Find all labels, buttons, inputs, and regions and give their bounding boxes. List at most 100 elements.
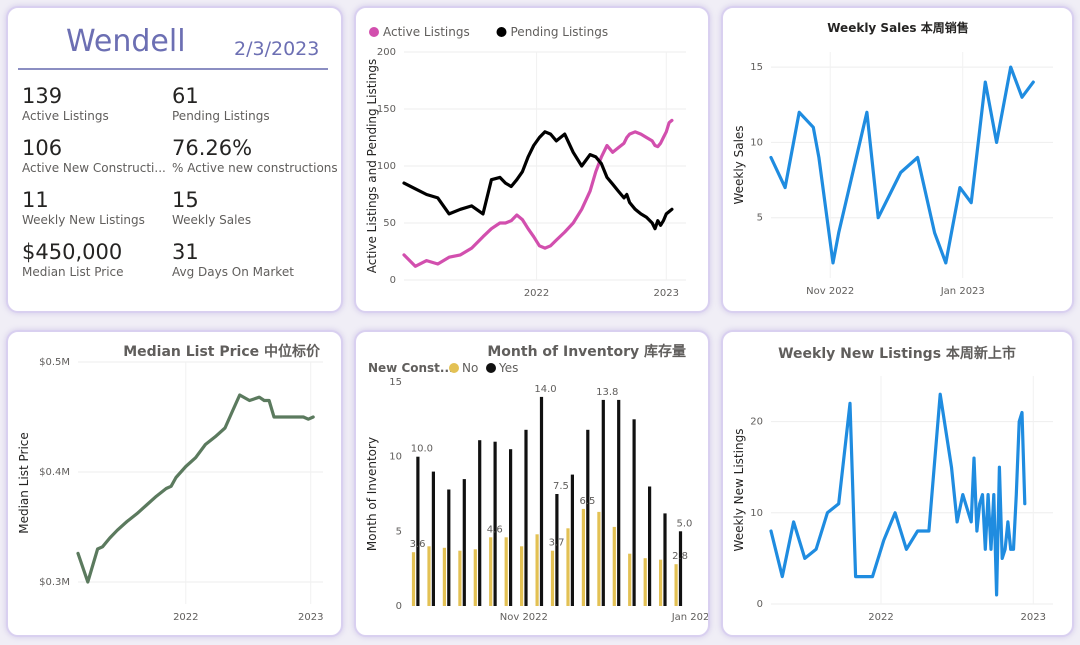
data-label: 2.8 — [672, 551, 688, 562]
data-label: 5.0 — [677, 518, 693, 529]
series-line-active-listings — [402, 118, 674, 268]
y-tick-label: 15 — [389, 377, 402, 388]
data-label: 3.7 — [549, 538, 565, 549]
bar-no — [489, 537, 493, 606]
kpi-value: 106 — [22, 136, 63, 160]
y-tick-label: 10 — [750, 508, 763, 519]
bar-yes — [447, 489, 451, 606]
kpi-pending-listings: 61 Pending Listings — [172, 84, 270, 124]
y-tick-label: 50 — [383, 218, 396, 229]
kpi-label: Weekly Sales — [172, 213, 252, 227]
bar-no — [581, 508, 585, 606]
chart-title: Weekly New Listings 本周新上市 — [778, 345, 1016, 362]
bar-no — [566, 528, 570, 606]
x-tick-label: Jan 2023 — [671, 612, 708, 623]
y-axis-label: Median List Price — [17, 432, 31, 534]
y-axis-label: Month of Inventory — [365, 437, 379, 551]
kpi-card: Wendell 2/3/2023 139 Active Listings 61 … — [6, 6, 343, 313]
kpi-avg-days-on-market: 31 Avg Days On Market — [172, 240, 294, 280]
chart-title: Median List Price 中位标价 — [123, 343, 321, 360]
chart-title: Month of Inventory 库存量 — [487, 343, 686, 360]
weekly-new-listings-chart[interactable]: 0 10 20 2022 2023 Weekly New Listings Weekly N… — [723, 332, 1072, 635]
listings-chart-card[interactable]: 0 50 100 150 200 2022 2023 Active Listings and … — [354, 6, 710, 313]
kpi-value: 11 — [22, 188, 49, 212]
x-tick-label: 2022 — [868, 612, 893, 623]
kpi-active-listings: 139 Active Listings — [22, 84, 109, 124]
y-tick-label: 0 — [390, 275, 396, 286]
kpi-label: Median List Price — [22, 265, 124, 279]
data-label: 7.5 — [553, 481, 569, 492]
bar-no — [427, 546, 431, 606]
bar-yes — [663, 513, 667, 606]
legend-label: Active Listings — [383, 25, 470, 39]
y-axis-label: Weekly New Listings — [732, 429, 746, 552]
kpi-label: Pending Listings — [172, 109, 270, 123]
inventory-chart-card[interactable]: Month of Inventory 库存量 New Const... No Yes 0… — [354, 330, 710, 637]
kpi-median-list-price: $450,000 Median List Price — [22, 240, 124, 280]
series-line-weekly-sales — [769, 65, 1035, 265]
kpi-label: Active New Constructi... — [22, 161, 166, 175]
bar-yes — [431, 471, 435, 606]
bar-no — [659, 559, 663, 606]
legend-marker — [496, 27, 507, 37]
legend-marker — [486, 363, 496, 373]
bar-no — [535, 534, 539, 606]
bar-yes — [509, 449, 513, 606]
kpi-weekly-sales: 15 Weekly Sales — [172, 188, 251, 228]
y-tick-label: 5 — [757, 213, 763, 224]
y-tick-label: 150 — [377, 104, 396, 115]
y-axis-label: Weekly Sales — [732, 125, 746, 204]
month-of-inventory-chart[interactable]: Month of Inventory 库存量 New Const... No Yes 0… — [356, 332, 708, 635]
kpi-value: $450,000 — [22, 240, 123, 264]
bar-yes — [632, 419, 636, 606]
bar-yes — [617, 399, 621, 606]
bar-yes — [586, 429, 590, 606]
bar-no — [643, 558, 647, 606]
sales-chart-card[interactable]: 5 10 15 Nov 2022 Jan 2023 Weekly Sales Weekly … — [721, 6, 1074, 313]
y-tick-label: 0 — [757, 599, 763, 610]
report-date: 2/3/2023 — [234, 38, 320, 60]
bar-yes — [539, 396, 544, 606]
weekly-sales-chart[interactable]: 5 10 15 Nov 2022 Jan 2023 Weekly Sales Weekly … — [723, 8, 1072, 311]
y-tick-label: 15 — [750, 62, 763, 73]
y-tick-label: 10 — [750, 137, 763, 148]
legend-label: Yes — [498, 361, 518, 375]
bar-yes — [478, 440, 482, 606]
y-tick-label: $0.5M — [39, 357, 70, 368]
x-tick-label: Jan 2023 — [940, 286, 985, 297]
bar-yes — [493, 441, 497, 606]
bar-yes — [524, 429, 528, 606]
x-tick-label: 2022 — [524, 288, 549, 299]
chart-title: Weekly Sales 本周销售 — [827, 20, 969, 35]
bar-no — [612, 526, 616, 606]
data-label: 6.5 — [579, 496, 595, 507]
x-tick-label: Nov 2022 — [500, 612, 548, 623]
kpi-label: Active Listings — [22, 109, 109, 123]
bar-no — [628, 553, 632, 606]
kpi-value: 31 — [172, 240, 199, 264]
data-label: 14.0 — [534, 384, 556, 395]
kpi-value: 61 — [172, 84, 199, 108]
y-tick-label: 20 — [750, 417, 763, 428]
kpi-value: 76.26% — [172, 136, 253, 160]
listings-chart[interactable]: 0 50 100 150 200 2022 2023 Active Listings and … — [356, 8, 708, 311]
series-line-weekly-new-listings — [769, 392, 1027, 597]
bar-no — [597, 511, 601, 606]
bar-yes — [601, 399, 605, 606]
kpi-label: % Active new constructions — [172, 161, 338, 175]
legend-label: Pending Listings — [511, 25, 609, 39]
bar-yes — [462, 479, 466, 606]
x-tick-label: 2022 — [173, 612, 198, 623]
kpi-pct-active-new-construction: 76.26% % Active new constructions — [172, 136, 338, 176]
y-tick-label: 5 — [396, 526, 402, 537]
legend-marker — [449, 363, 459, 373]
bar-no — [674, 564, 678, 606]
new-listings-chart-card[interactable]: 0 10 20 2022 2023 Weekly New Listings Weekly N… — [721, 330, 1074, 637]
series-line-median-list-price — [76, 393, 315, 584]
kpi-value: 15 — [172, 188, 199, 212]
median-list-price-chart[interactable]: $0.3M $0.4M $0.5M 2022 2023 Median List Price… — [8, 332, 341, 635]
bar-yes — [416, 456, 420, 606]
bar-no — [504, 537, 508, 606]
data-label: 4.6 — [487, 524, 503, 535]
median-chart-card[interactable]: $0.3M $0.4M $0.5M 2022 2023 Median List Price… — [6, 330, 343, 637]
